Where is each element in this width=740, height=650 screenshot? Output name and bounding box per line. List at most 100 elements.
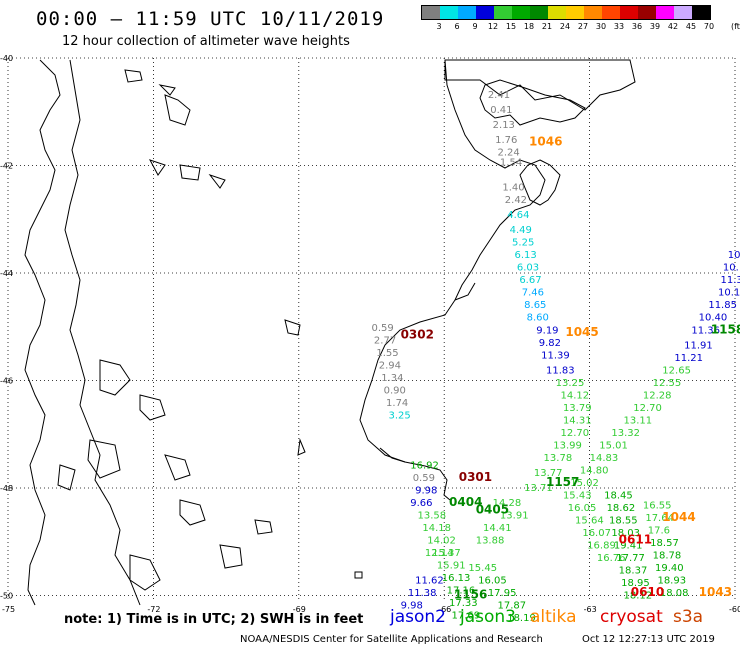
wave-height-value: 1.40 [502,183,524,194]
wave-height-value: 2.41 [488,90,510,101]
wave-height-value: 8.60 [527,313,549,324]
wave-height-value: 9.98 [415,485,437,496]
wave-height-value: 6.67 [519,275,541,286]
scale-label: 21 [541,22,553,31]
scale-label: 30 [595,22,607,31]
wave-height-value: 18.45 [604,490,633,501]
wave-height-value: 13.25 [556,378,585,389]
wave-height-value: 13.78 [544,453,573,464]
legend-altika: altika [530,607,577,627]
wave-height-value: 18.12 [624,591,653,602]
wave-height-value: 1.34 [381,373,403,384]
wave-height-value: 17.6 [648,525,670,536]
wave-height-value: 15.37 [432,548,461,559]
latitude-label: -40 [0,54,13,63]
scale-swatch [458,6,476,19]
wave-height-value: 13.79 [563,403,592,414]
wave-height-value: 9.98 [401,601,423,612]
wave-height-value: 18.93 [657,575,686,586]
wave-height-value: 18.37 [619,565,648,576]
pass-time-label: 1158 [711,322,740,336]
wave-height-value: 17.16 [447,585,476,596]
scale-swatch [566,6,584,19]
wave-height-value: 14.28 [493,498,522,509]
wave-height-value: 11.62 [415,575,444,586]
wave-height-value: 11.38 [408,588,437,599]
wave-height-value: 14.83 [590,453,619,464]
longitude-label: -63 [584,605,597,614]
pass-time-label: 0301 [459,470,492,484]
scale-swatch [530,6,548,19]
latitude-label: -42 [0,162,13,171]
longitude-label: -69 [293,605,306,614]
wave-height-value: 2.77 [374,335,396,346]
wave-height-value: 11.39 [541,350,570,361]
scale-label: 12 [487,22,499,31]
scale-label: 45 [685,22,697,31]
latitude-label: -44 [0,269,13,278]
wave-height-value: 12.14 [425,548,454,559]
wave-height-value: 15.45 [468,563,497,574]
scale-swatch [494,6,512,19]
wave-height-value: 17.87 [498,601,527,612]
scale-label: 39 [649,22,661,31]
pass-time-label: 0405 [476,502,509,516]
latitude-label: -46 [0,377,13,386]
wave-height-value: 16.92 [410,460,439,471]
scale-swatch [602,6,620,19]
altimeter-tracks: 2.41 0.41 2.13 1.76 2.241.54 1.402.42 4.64 4.49… [372,90,740,624]
wave-height-value: 16.76 [597,553,626,564]
wave-height-value: 14.18 [422,523,451,534]
wave-height-value: 12.55 [653,378,682,389]
scale-label: 36 [631,22,643,31]
longitude-label: -75 [2,605,15,614]
scale-swatch [692,6,710,19]
wave-height-value: 11.83 [546,365,575,376]
wave-height-value: 18.62 [607,503,636,514]
scale-swatch [638,6,656,19]
scale-label: 6 [454,22,460,31]
wave-height-value: 16.07 [582,528,611,539]
pass-time-label: 1043 [699,585,732,599]
wave-height-value: 14.02 [427,535,456,546]
scale-label: 9 [472,22,478,31]
wave-height-value: 18.55 [609,515,638,526]
wave-height-value: 18.78 [653,550,682,561]
pass-time-label: 0302 [401,327,434,341]
wave-height-value: 15.64 [575,515,604,526]
wave-height-value: 18.95 [621,578,650,589]
wave-height-value: 6.13 [514,250,536,261]
wave-height-value: 17.95 [488,588,517,599]
wave-height-value: 10.40 [699,313,728,324]
scale-swatch [548,6,566,19]
legend-jason2: jason2 [390,607,446,627]
wave-height-value: 12.70 [633,403,662,414]
wave-height-value: 0.59 [413,473,435,484]
pass-time-label: 1046 [529,135,562,149]
pass-time-label: 1156 [454,588,487,602]
wave-height-value: 18.08 [660,588,689,599]
wave-height-value: 7.46 [522,288,544,299]
page-subtitle: 12 hour collection of altimeter wave hei… [62,34,350,49]
scale-swatch [584,6,602,19]
wave-height-value: 9.82 [539,338,561,349]
wave-height-value: 14.12 [561,390,590,401]
wave-height-value: 13.77 [534,468,563,479]
wave-height-value: 17.69 [451,611,480,622]
scale-swatch [674,6,692,19]
wave-height-value: 8.65 [524,300,546,311]
wave-height-value: 6.03 [517,263,539,274]
scale-swatch [440,6,458,19]
latitude-label: -50 [0,592,13,601]
wave-height-value: 11.91 [684,340,713,351]
scale-label: 15 [505,22,517,31]
wave-height-value: 12.70 [561,428,590,439]
wave-height-value: 17.33 [449,598,478,609]
wave-height-value: 13.11 [624,415,653,426]
wave-height-value: 1.55 [376,348,398,359]
wave-height-value: 9.66 [410,498,432,509]
wave-height-value: 4.49 [510,225,532,236]
scale-swatch [512,6,530,19]
scale-swatch [620,6,638,19]
